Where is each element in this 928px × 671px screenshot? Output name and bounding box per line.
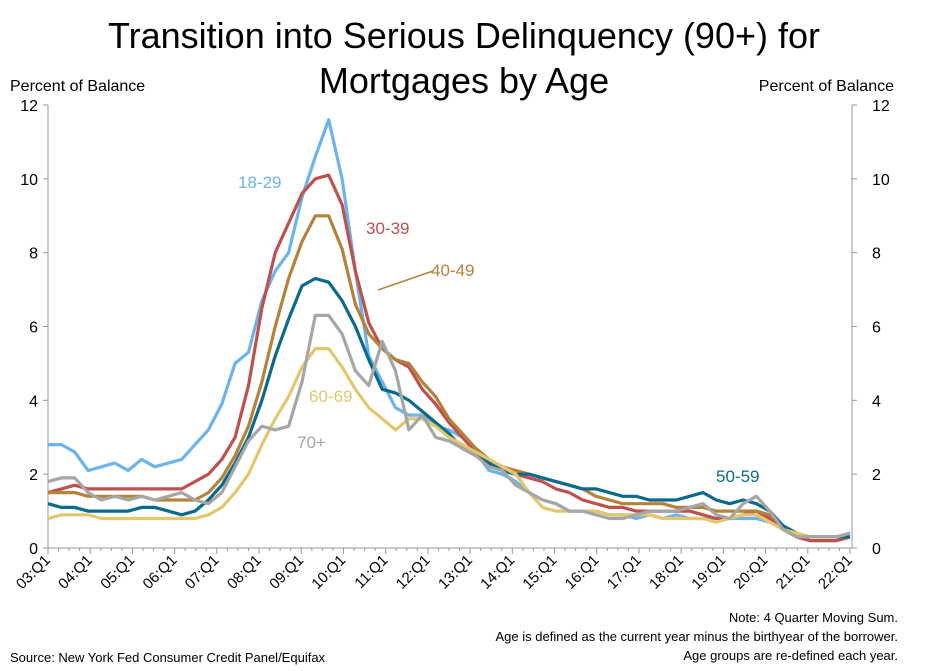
- y-axis-label-left: Percent of Balance: [10, 78, 146, 95]
- series-line-60-69: [47, 347, 851, 539]
- x-tick-label: 13:Q1: [435, 552, 476, 593]
- x-tick-label: 05:Q1: [97, 552, 138, 593]
- y-tick-label-left: 0: [29, 541, 38, 558]
- y-tick-label-left: 4: [29, 393, 38, 410]
- y-tick-label-left: 12: [20, 98, 38, 115]
- x-tick-label: 21:Q1: [773, 552, 814, 593]
- x-tick-label: 20:Q1: [730, 552, 771, 593]
- series-label-18-29: 18-29: [238, 173, 281, 192]
- x-tick-label: 09:Q1: [266, 552, 307, 593]
- y-tick-label-right: 4: [872, 393, 881, 410]
- x-tick-label: 15:Q1: [519, 552, 560, 593]
- x-tick-label: 08:Q1: [224, 552, 265, 593]
- footnote-line: Age is defined as the current year minus…: [495, 629, 899, 644]
- y-tick-label-left: 2: [29, 467, 38, 484]
- x-tick-label: 11:Q1: [351, 552, 391, 592]
- series-line-70plus: [47, 313, 851, 539]
- chart-title-line-1: Transition into Serious Delinquency (90+…: [107, 15, 821, 56]
- y-tick-label-right: 0: [872, 541, 881, 558]
- series-label-60-69: 60-69: [309, 387, 352, 406]
- y-tick-label-right: 12: [872, 98, 890, 115]
- x-tick-label: 16:Q1: [562, 552, 603, 593]
- y-tick-label-right: 10: [872, 172, 890, 189]
- x-tick-label: 18:Q1: [646, 552, 687, 593]
- series-line-40-49: [48, 214, 851, 539]
- x-tick-label: 07:Q1: [182, 552, 223, 593]
- series-label-30-39: 30-39: [366, 219, 409, 238]
- chart-title-line-2: Mortgages by Age: [318, 60, 610, 101]
- leader-line-40-49: [377, 270, 434, 291]
- x-tick-label: 17:Q1: [604, 552, 645, 593]
- series-line-50-59: [47, 276, 850, 539]
- series-label-40-49: 40-49: [431, 261, 474, 280]
- footnote-line: Note: 4 Quarter Moving Sum.: [728, 610, 898, 625]
- y-tick-label-right: 6: [872, 320, 881, 337]
- y-tick-label-right: 8: [872, 246, 881, 263]
- x-tick-label: 14:Q1: [477, 552, 518, 593]
- y-axis-label-right: Percent of Balance: [758, 78, 894, 95]
- x-tick-label: 06:Q1: [140, 552, 181, 593]
- y-tick-label-left: 10: [20, 172, 38, 189]
- x-tick-label: 22:Q1: [815, 552, 856, 593]
- x-tick-label: 10:Q1: [308, 552, 349, 593]
- x-tick-label: 12:Q1: [393, 552, 434, 593]
- y-tick-label-left: 8: [29, 246, 38, 263]
- x-tick-label: 04:Q1: [55, 552, 96, 593]
- y-tick-label-right: 2: [872, 467, 881, 484]
- source-note: Source: New York Fed Consumer Credit Pan…: [10, 650, 326, 665]
- footnotes: Note: 4 Quarter Moving Sum. Age is defin…: [496, 608, 899, 665]
- y-tick-label-left: 6: [29, 320, 38, 337]
- series-label-50-59: 50-59: [716, 467, 759, 486]
- series-label-70plus: 70+: [297, 433, 326, 452]
- series-line-30-39: [47, 173, 851, 543]
- x-tick-label: 19:Q1: [688, 552, 729, 593]
- footnote-line: Age groups are re-defined each year.: [683, 648, 898, 663]
